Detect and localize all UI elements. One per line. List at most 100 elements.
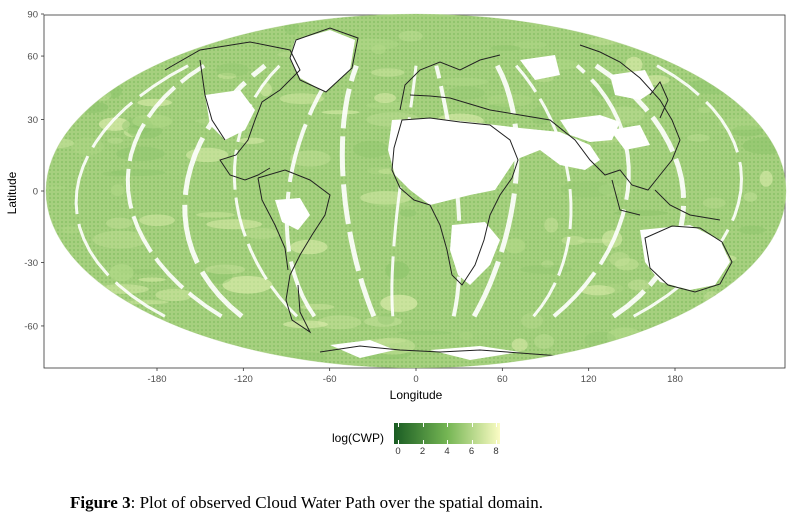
coast-europe: [399, 54, 501, 111]
cwp-patch: [561, 235, 586, 245]
legend-tick-mark: [471, 440, 473, 444]
legend-tick-mark: [422, 423, 424, 427]
missing-siberia-a: [520, 55, 560, 80]
cwp-patch: [541, 260, 554, 268]
x-tick-label: -60: [323, 374, 337, 385]
cwp-patch: [96, 332, 120, 349]
x-tick-label: -180: [147, 374, 166, 385]
cwp-patch: [88, 318, 127, 329]
cwp-patch: [366, 101, 413, 110]
cwp-patch: [147, 14, 197, 28]
cwp-patch: [752, 77, 771, 82]
x-tick-label: 180: [667, 374, 683, 385]
cwp-patch: [238, 137, 265, 144]
y-tick-label: 30: [27, 115, 38, 126]
cwp-patch: [95, 71, 129, 79]
cwp-patch: [367, 167, 391, 175]
legend-tick-label: 0: [395, 446, 401, 457]
legend-tick-mark: [422, 440, 424, 444]
legend-tick-label: 6: [468, 446, 475, 457]
y-axis: 90 60 30 0 -30 -60: [24, 10, 44, 332]
cwp-patch: [116, 16, 137, 31]
legend-tick-label: 2: [419, 446, 426, 457]
cwp-patch: [560, 181, 615, 198]
cwp-patch: [512, 41, 547, 49]
cwp-patch: [584, 331, 617, 348]
missing-swath: [390, 65, 418, 317]
cwp-patch: [544, 217, 559, 233]
cwp-patch: [125, 14, 171, 31]
x-axis: -180 -120 -60 0 60 120 180: [147, 368, 683, 385]
cwp-patch: [92, 230, 148, 249]
cwp-patch: [207, 267, 233, 284]
x-axis-title: Longitude: [390, 388, 443, 402]
x-tick-label: 120: [581, 374, 597, 385]
missing-south-america: [275, 198, 310, 230]
cwp-patch: [132, 114, 173, 129]
missing-swath: [125, 64, 223, 318]
cwp-patch: [111, 169, 166, 176]
missing-land: [205, 30, 730, 360]
cwp-patch: [283, 320, 328, 329]
cwp-patch: [534, 334, 555, 349]
x-tick-label: 0: [413, 374, 418, 385]
coast-south-america: [257, 169, 331, 334]
missing-swath: [471, 64, 520, 318]
coast-greenland: [289, 27, 359, 93]
cwp-patch: [743, 192, 758, 202]
cwp-patch: [687, 134, 710, 142]
y-axis-title: Latitude: [5, 171, 19, 214]
cwp-patch: [46, 284, 78, 299]
cwp-patch: [520, 264, 573, 274]
cwp-patch: [91, 17, 128, 34]
legend-colorbar: [394, 423, 500, 444]
cwp-patch: [511, 338, 528, 352]
cwp-patch: [50, 72, 76, 91]
cwp-patch: [92, 89, 112, 101]
coast-north-america: [164, 41, 301, 181]
cwp-patch: [112, 317, 135, 327]
cwp-patch: [243, 228, 280, 239]
cwp-patch: [439, 77, 489, 86]
cwp-patch: [683, 339, 712, 357]
cwp-patch: [609, 252, 630, 267]
cwp-patch: [385, 261, 410, 280]
cwp-patch: [490, 45, 521, 51]
cwp-patch: [745, 325, 768, 333]
cwp-patch: [46, 138, 75, 149]
figure-caption: Figure 3: Plot of observed Cloud Water P…: [70, 493, 543, 513]
missing-swath: [594, 63, 687, 319]
cwp-patch: [713, 344, 730, 359]
cwp-patch: [317, 315, 362, 330]
cwp-patch: [614, 258, 639, 271]
missing-antarctic-b: [430, 346, 520, 360]
missing-central-asia: [560, 115, 620, 142]
cwp-patch: [731, 125, 763, 137]
missing-swaths: [74, 63, 744, 319]
missing-swath: [552, 64, 631, 318]
cwp-patch: [137, 98, 172, 107]
cwp-patch: [377, 313, 395, 325]
cwp-patch: [625, 56, 643, 73]
cwp-patch: [215, 63, 249, 77]
legend-tick-mark: [496, 423, 497, 427]
cwp-patch: [605, 283, 624, 294]
cwp-patch: [289, 150, 331, 167]
legend-tick-mark: [471, 423, 473, 427]
cwp-patch: [399, 209, 417, 217]
missing-siberia-b: [610, 125, 650, 150]
cwp-patch: [155, 288, 193, 302]
cwp-patch: [46, 354, 73, 363]
cwp-patch: [110, 184, 125, 197]
cwp-patch: [321, 110, 360, 115]
cwp-patch: [217, 72, 237, 80]
cwp-patch: [283, 20, 299, 35]
y-tick-label: -30: [24, 258, 38, 269]
legend-tick-label: 4: [444, 446, 450, 457]
missing-tibet: [610, 70, 655, 100]
legend-title: log(CWP): [332, 431, 385, 445]
cwp-patch: [735, 44, 785, 50]
missing-swath: [284, 64, 340, 318]
cwp-patch: [74, 101, 109, 114]
